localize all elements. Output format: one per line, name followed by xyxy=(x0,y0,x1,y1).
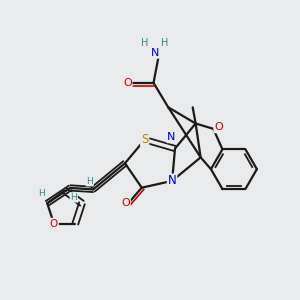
Text: H: H xyxy=(86,177,93,186)
Text: H: H xyxy=(141,38,149,48)
Text: H: H xyxy=(161,38,168,48)
Text: O: O xyxy=(123,78,132,88)
Text: N: N xyxy=(167,132,176,142)
Text: N: N xyxy=(168,174,176,188)
Text: O: O xyxy=(121,198,130,208)
Text: H: H xyxy=(70,193,77,202)
Text: O: O xyxy=(214,122,223,132)
Text: S: S xyxy=(141,133,148,146)
Text: N: N xyxy=(151,48,159,58)
Text: H: H xyxy=(39,189,45,198)
Text: O: O xyxy=(50,219,58,229)
